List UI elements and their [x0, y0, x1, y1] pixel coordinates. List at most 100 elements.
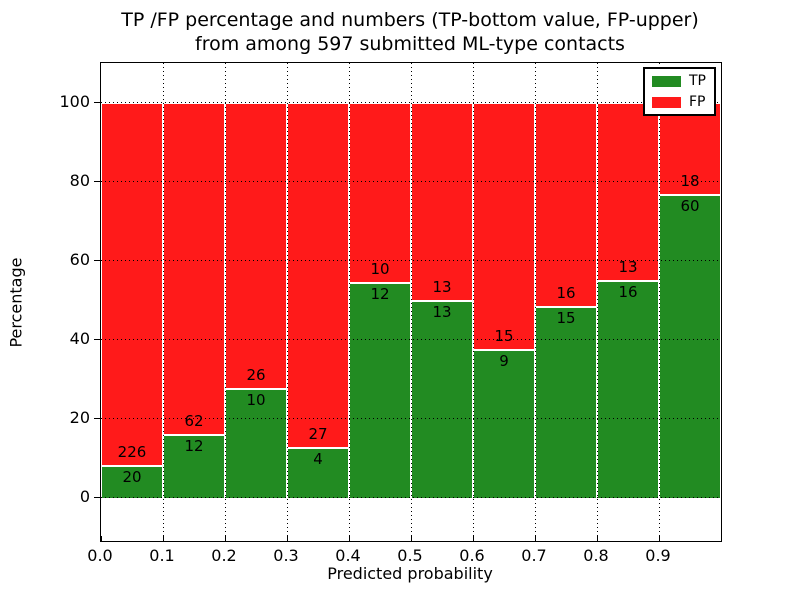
x-tick-label: 0.1	[149, 546, 175, 565]
x-tick-label: 0.8	[583, 546, 609, 565]
fp-count-label: 13	[618, 257, 638, 276]
y-tick-mark	[94, 181, 100, 183]
x-tick-mark	[472, 536, 474, 541]
x-tick-mark	[596, 536, 598, 541]
x-tick-mark	[348, 536, 350, 541]
y-tick-label: 60	[69, 249, 90, 269]
x-tick-label: 0.3	[273, 546, 299, 565]
y-tick-label: 20	[69, 407, 90, 427]
fp-count-label: 26	[246, 365, 266, 384]
vertical-gridline	[162, 63, 164, 541]
fp-bar-segment	[473, 102, 535, 350]
tp-bar-segment	[411, 300, 473, 498]
vertical-gridline	[472, 63, 474, 541]
vertical-gridline	[286, 63, 288, 541]
horizontal-gridline	[101, 260, 721, 262]
tp-count-label: 16	[618, 282, 638, 301]
x-tick-mark	[162, 536, 164, 541]
fp-count-label: 10	[370, 260, 390, 279]
fp-count-label: 18	[680, 171, 700, 190]
fp-bar-segment	[101, 102, 163, 466]
horizontal-gridline	[101, 339, 721, 341]
x-tick-label: 0.9	[645, 546, 671, 565]
y-tick-label: 40	[69, 328, 90, 348]
vertical-gridline	[534, 63, 536, 541]
tp-bar-segment	[287, 446, 349, 498]
vertical-gridline	[658, 63, 660, 541]
y-tick-label: 80	[69, 170, 90, 190]
horizontal-gridline	[101, 418, 721, 420]
x-tick-mark	[286, 536, 288, 541]
tp-count-label: 12	[370, 285, 390, 304]
chart-title-line2: from among 597 submitted ML-type contact…	[195, 33, 625, 55]
tp-count-label: 12	[184, 436, 204, 455]
x-tick-label: 0.0	[87, 546, 113, 565]
fp-bar-segment	[597, 102, 659, 280]
y-tick-label: 0	[79, 486, 90, 506]
x-tick-mark	[224, 536, 226, 541]
fp-count-label: 13	[432, 278, 452, 297]
tp-bar-segment	[163, 433, 225, 498]
fp-bar-segment	[535, 102, 597, 307]
tp-bar-segment	[535, 306, 597, 498]
fp-count-label: 16	[556, 284, 576, 303]
y-tick-mark	[94, 102, 100, 104]
x-tick-label: 0.5	[397, 546, 423, 565]
chart-title: TP /FP percentage and numbers (TP-bottom…	[90, 8, 730, 56]
y-axis-label: Percentage	[6, 257, 26, 348]
x-tick-mark	[534, 536, 536, 541]
x-axis-label: Predicted probability	[327, 564, 493, 583]
tp-bar-segment	[659, 193, 721, 498]
x-tick-mark	[101, 536, 102, 541]
legend-entry-tp: TP	[652, 74, 706, 88]
fp-bar-segment	[225, 102, 287, 388]
legend-swatch-fp	[652, 96, 681, 108]
x-tick-label: 0.4	[335, 546, 361, 565]
y-tick-mark	[94, 497, 100, 499]
y-tick-label: 100	[59, 91, 90, 111]
legend-label-fp: FP	[689, 94, 706, 110]
tp-bar-segment	[101, 465, 163, 498]
legend-swatch-tp	[652, 75, 681, 87]
fp-count-label: 15	[494, 327, 514, 346]
vertical-gridline	[596, 63, 598, 541]
tp-bar-segment	[349, 282, 411, 498]
x-tick-mark	[658, 536, 660, 541]
tp-count-label: 60	[680, 196, 700, 215]
vertical-gridline	[348, 63, 350, 541]
tp-bar-segment	[597, 279, 659, 498]
x-tick-label: 0.6	[459, 546, 485, 565]
x-tick-mark	[410, 536, 412, 541]
tp-count-label: 9	[499, 352, 509, 371]
plot-area: 226 20 62 12 26 10 27 4 10 12 13 13 15 9 16 15 13 16 18 60 …	[94, 62, 722, 542]
fp-count-label: 27	[308, 424, 328, 443]
x-tick-label: 0.2	[211, 546, 237, 565]
y-tick-mark	[94, 339, 100, 341]
legend-entry-fp: FP	[652, 95, 706, 109]
tp-count-label: 10	[246, 390, 266, 409]
fp-count-label: 226	[117, 443, 147, 462]
tp-bar-segment	[225, 387, 287, 498]
vertical-gridline	[224, 63, 226, 541]
legend: TP FP	[643, 67, 716, 116]
fp-bar-segment	[163, 102, 225, 434]
chart-title-line1: TP /FP percentage and numbers (TP-bottom…	[121, 9, 699, 31]
horizontal-gridline	[101, 497, 721, 499]
fp-bar-segment	[287, 102, 349, 447]
horizontal-gridline	[101, 181, 721, 183]
legend-label-tp: TP	[689, 73, 706, 89]
fp-count-label: 62	[184, 411, 204, 430]
fp-bar-segment	[349, 102, 411, 283]
tp-count-label: 20	[122, 468, 142, 487]
y-tick-mark	[94, 418, 100, 420]
vertical-gridline	[410, 63, 412, 541]
tp-count-label: 15	[556, 309, 576, 328]
x-tick-label: 0.7	[521, 546, 547, 565]
fp-bar-segment	[411, 102, 473, 301]
horizontal-gridline	[101, 102, 721, 104]
tp-count-label: 13	[432, 303, 452, 322]
fp-bar-segment	[659, 102, 721, 194]
tp-count-label: 4	[313, 449, 323, 468]
y-tick-mark	[94, 260, 100, 262]
